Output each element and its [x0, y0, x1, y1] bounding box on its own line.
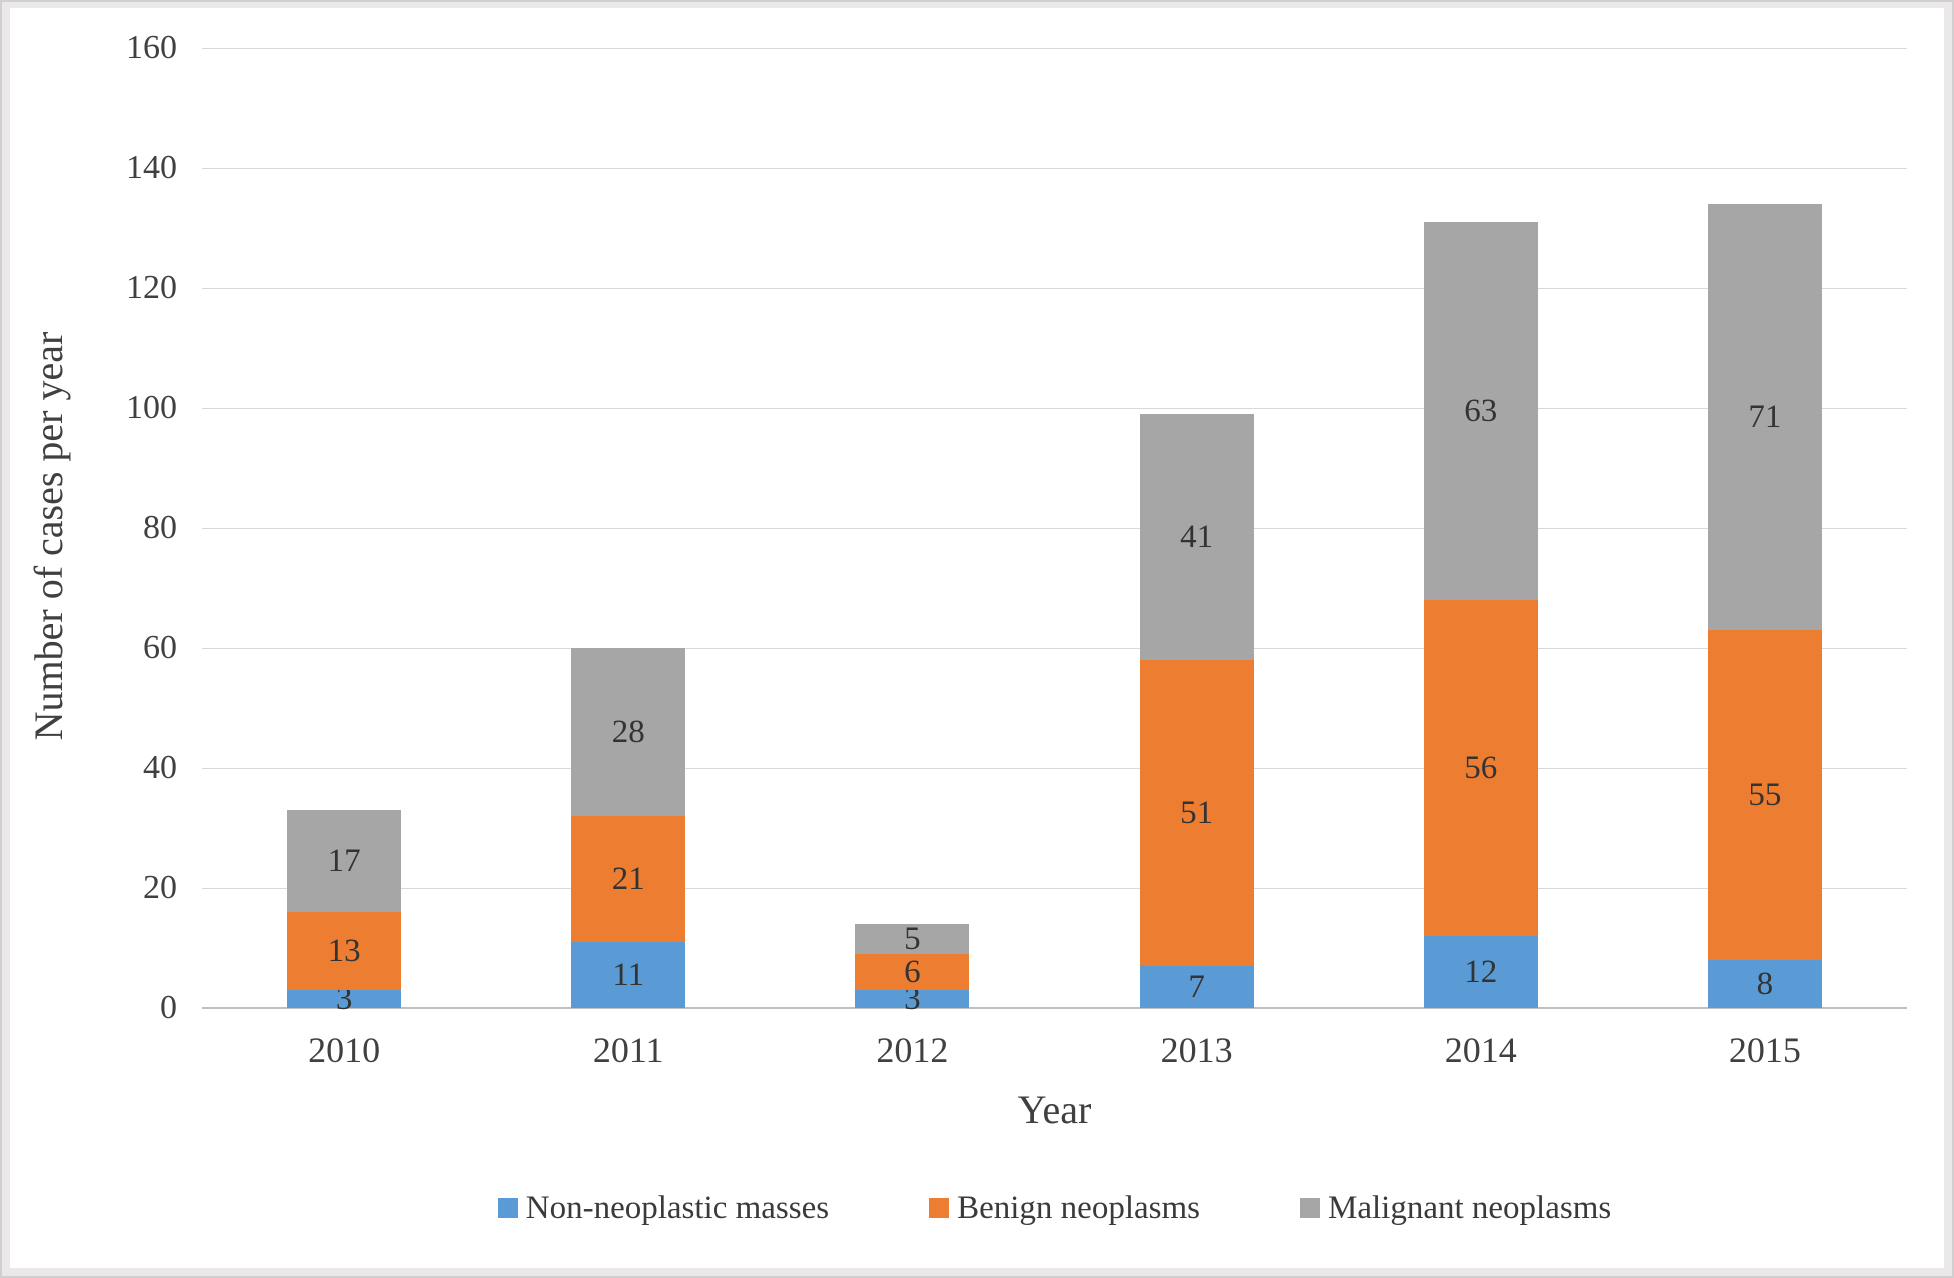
- legend-item-non-neoplastic-masses: Non-neoplastic masses: [497, 1190, 830, 1226]
- plot-area: 3 13 17 11 21 28 3 6 5 7 51 41 12 56 63 8 55 71: [202, 48, 1907, 1015]
- legend-swatch-icon: [497, 1198, 518, 1218]
- y-tick-label-60: 60: [143, 629, 177, 666]
- gridline-60: [202, 648, 1907, 649]
- bar-segment-2013-benign-neoplasms: 51: [1139, 660, 1254, 966]
- bar-segment-2010-malignant-neoplasms: 17: [287, 810, 402, 912]
- legend-item-malignant-neoplasms: Malignant neoplasms: [1300, 1190, 1611, 1226]
- y-tick-label-160: 160: [126, 29, 177, 66]
- data-label: 7: [1188, 968, 1205, 1005]
- x-axis-title: Year: [1017, 1087, 1092, 1132]
- data-label: 41: [1180, 518, 1214, 555]
- data-label: 55: [1748, 776, 1782, 813]
- data-label: 21: [611, 860, 645, 897]
- y-tick-label-100: 100: [126, 389, 177, 426]
- gridline-160: [202, 48, 1907, 49]
- y-tick-label-120: 120: [126, 269, 177, 306]
- bar-segment-2012-non-neoplastic-masses: 3: [855, 982, 970, 1015]
- data-label: 71: [1748, 398, 1782, 435]
- gridline-100: [202, 408, 1907, 409]
- x-tick-label-2010: 2010: [308, 1030, 381, 1070]
- bar-segment-2012-malignant-neoplasms: 5: [855, 920, 970, 957]
- y-tick-label-80: 80: [143, 509, 177, 546]
- legend-label: Benign neoplasms: [957, 1190, 1201, 1226]
- bar-segment-2015-malignant-neoplasms: 71: [1707, 204, 1822, 630]
- bar-segment-2010-benign-neoplasms: 13: [287, 912, 402, 990]
- bar-segment-2013-malignant-neoplasms: 41: [1139, 414, 1254, 660]
- x-tick-label-2011: 2011: [592, 1030, 664, 1070]
- bar-segment-2013-non-neoplastic-masses: 7: [1139, 966, 1254, 1008]
- x-tick-label-2015: 2015: [1728, 1030, 1801, 1070]
- legend-label: Malignant neoplasms: [1328, 1190, 1612, 1226]
- data-label: 56: [1464, 749, 1498, 786]
- chart-area: 3 13 17 11 21 28 3 6 5 7 51 41 12 56 63 8 55 71 0 20 40 60 80…: [10, 8, 1944, 1268]
- data-label: 5: [904, 920, 921, 957]
- x-tick-label-2012: 2012: [876, 1030, 949, 1070]
- legend-swatch-icon: [1300, 1198, 1321, 1218]
- bar-segment-2011-non-neoplastic-masses: 11: [571, 942, 686, 1008]
- data-label: 3: [904, 980, 921, 1017]
- data-label: 63: [1464, 392, 1498, 429]
- data-label: 12: [1464, 953, 1498, 990]
- gridline-80: [202, 528, 1907, 529]
- bar-segment-2010-non-neoplastic-masses: 3: [287, 982, 402, 1015]
- bar-segment-2011-benign-neoplasms: 21: [571, 816, 686, 942]
- y-axis-title: Number of cases per year: [26, 331, 71, 741]
- x-tick-label-2014: 2014: [1444, 1030, 1517, 1070]
- bar-segment-2012-benign-neoplasms: 6: [855, 953, 970, 990]
- bar-segment-2014-benign-neoplasms: 56: [1423, 600, 1538, 936]
- gridline-40: [202, 768, 1907, 769]
- data-label: 11: [612, 956, 645, 993]
- data-label: 6: [904, 953, 921, 990]
- data-label: 28: [611, 713, 645, 750]
- bar-segment-2014-malignant-neoplasms: 63: [1423, 222, 1538, 600]
- legend-swatch-icon: [929, 1198, 950, 1218]
- bar-segment-2014-non-neoplastic-masses: 12: [1423, 936, 1538, 1008]
- x-axis-line: [202, 1007, 1907, 1009]
- x-tick-label-2013: 2013: [1160, 1030, 1233, 1070]
- gridline-140: [202, 168, 1907, 169]
- data-label: 3: [335, 980, 353, 1017]
- gridline-20: [202, 888, 1907, 889]
- data-label: 51: [1180, 794, 1214, 831]
- y-tick-label-0: 0: [160, 989, 177, 1026]
- y-tick-label-20: 20: [143, 869, 177, 906]
- legend: Non-neoplastic masses Benign neoplasms Mal…: [202, 1190, 1907, 1226]
- data-label: 8: [1756, 965, 1774, 1002]
- y-tick-label-40: 40: [143, 749, 177, 786]
- bar-segment-2015-non-neoplastic-masses: 8: [1707, 960, 1822, 1008]
- bar-segment-2011-malignant-neoplasms: 28: [571, 648, 686, 816]
- bar-segment-2015-benign-neoplasms: 55: [1707, 630, 1822, 960]
- legend-label: Non-neoplastic masses: [525, 1190, 830, 1226]
- legend-item-benign-neoplasms: Benign neoplasms: [929, 1190, 1200, 1226]
- data-label: 17: [327, 842, 361, 879]
- gridline-120: [202, 288, 1907, 289]
- y-tick-label-140: 140: [126, 149, 177, 186]
- data-label: 13: [327, 932, 361, 969]
